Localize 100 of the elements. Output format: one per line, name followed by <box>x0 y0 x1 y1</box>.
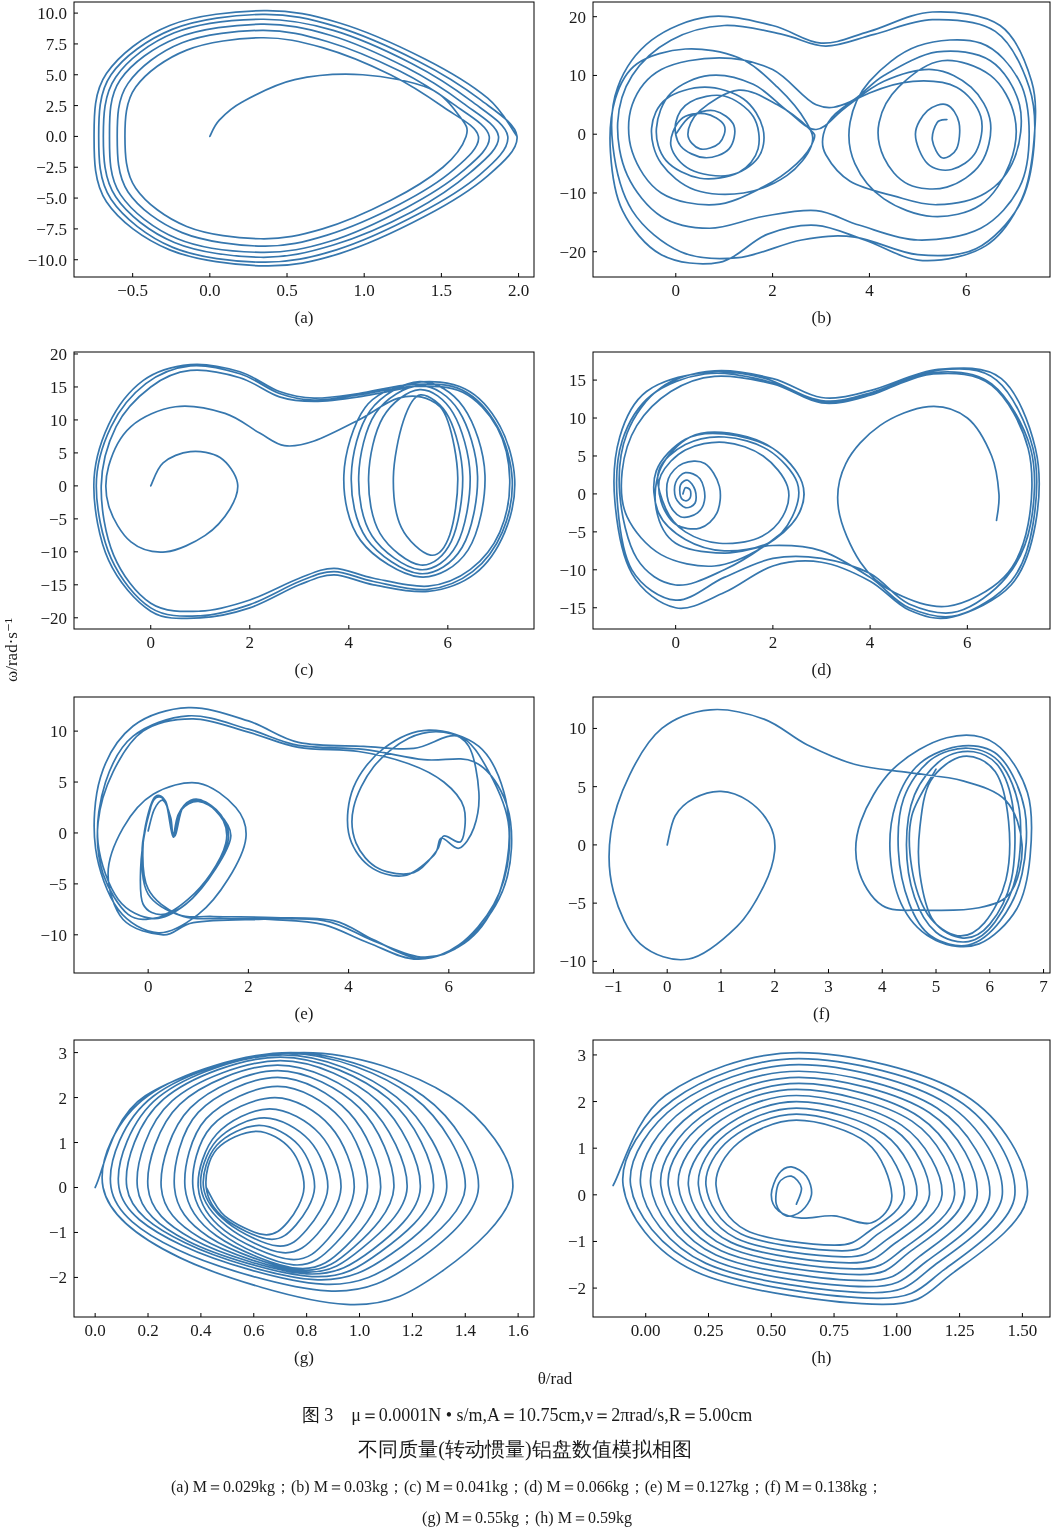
x-tick-label: 7 <box>1039 977 1049 996</box>
y-tick-label: 10 <box>569 719 586 739</box>
x-tick-label: 6 <box>443 633 453 652</box>
x-tick-label: 0 <box>671 633 680 652</box>
x-tick-label: 1.0 <box>353 281 375 300</box>
y-tick-label: 0 <box>58 1178 67 1198</box>
x-axis-title: (b) <box>811 308 832 327</box>
y-tick-label: 10 <box>569 409 586 429</box>
x-tick-label: 1.25 <box>944 1321 975 1340</box>
x-axis-title: (g) <box>294 1348 314 1367</box>
y-tick-label: 10.0 <box>37 4 67 24</box>
x-tick-label: 6 <box>962 281 971 300</box>
text: ω/rad·s⁻¹ <box>2 618 21 682</box>
x-tick-label: 0.6 <box>243 1321 265 1340</box>
x-tick-label: 1.0 <box>348 1321 371 1340</box>
text: (a) M＝0.029kg；(b) M＝0.03kg；(c) M＝0.041kg；(d) M＝0.066kg；(e) M＝0.127kg；(f) M＝0.138kg； <box>171 1478 883 1496</box>
y-tick-label: 10 <box>50 722 67 742</box>
y-tick-label: 1 <box>58 1133 67 1153</box>
x-tick-label: 0.0 <box>84 1321 106 1340</box>
y-tick-label: −5 <box>48 874 67 894</box>
y-tick-label: −2 <box>48 1268 67 1288</box>
x-tick-label: 5 <box>931 977 941 996</box>
x-tick-label: 4 <box>878 977 887 996</box>
y-tick-label: −1 <box>48 1223 67 1243</box>
x-tick-label: 0.25 <box>693 1321 724 1340</box>
y-tick-label: −10 <box>559 560 586 580</box>
y-tick-label: −2.5 <box>36 158 67 178</box>
line-series <box>94 1051 514 1306</box>
line-series <box>612 1051 1029 1306</box>
y-tick-label: −5 <box>567 522 586 542</box>
x-axis-title: (e) <box>294 1004 314 1023</box>
y-tick-label: −15 <box>559 598 586 618</box>
y-tick-label: −5 <box>48 509 67 529</box>
x-tick-label: 1.2 <box>401 1321 424 1340</box>
x-tick-label: 4 <box>865 633 875 652</box>
x-tick-label: 6 <box>963 633 972 652</box>
y-tick-label: 5 <box>577 777 586 797</box>
x-axis-title: (h) <box>811 1348 832 1367</box>
x-tick-label: 2 <box>768 281 777 300</box>
y-tick-label: 2 <box>58 1088 67 1108</box>
x-tick-label: 1.00 <box>881 1321 912 1340</box>
y-tick-label: 0.0 <box>45 127 67 147</box>
line-series <box>93 9 518 267</box>
y-tick-label: −2 <box>567 1279 586 1299</box>
x-tick-label: 2 <box>768 633 778 652</box>
x-tick-label: 2 <box>245 633 255 652</box>
x-tick-label: 0.50 <box>756 1321 787 1340</box>
x-tick-label: 0.4 <box>190 1321 213 1340</box>
y-tick-label: 1 <box>577 1139 586 1159</box>
x-tick-label: 0 <box>671 281 681 300</box>
x-tick-label: 0 <box>146 633 155 652</box>
x-tick-label: 1.50 <box>1007 1321 1038 1340</box>
y-tick-label: −7.5 <box>36 219 67 239</box>
y-tick-label: −5.0 <box>36 189 67 209</box>
x-tick-label: 0.2 <box>137 1321 159 1340</box>
y-tick-label: 5 <box>58 773 67 793</box>
y-tick-label: 15 <box>569 371 586 391</box>
y-tick-label: 3 <box>577 1045 586 1065</box>
y-tick-label: −10 <box>40 925 67 945</box>
x-tick-label: 2.0 <box>507 281 530 300</box>
y-tick-label: 0 <box>577 835 586 855</box>
text: (g) M＝0.55kg；(h) M＝0.59kg <box>422 1509 632 1527</box>
x-tick-label: 0 <box>143 977 153 996</box>
y-tick-label: −10 <box>559 183 586 203</box>
x-tick-label: 6 <box>985 977 995 996</box>
x-tick-label: 4 <box>344 633 354 652</box>
x-tick-label: 1.4 <box>454 1321 477 1340</box>
y-tick-label: −10 <box>40 542 67 562</box>
y-tick-label: 2 <box>577 1092 586 1112</box>
y-tick-label: −20 <box>40 608 67 628</box>
x-axis-title: (f) <box>813 1004 830 1023</box>
x-tick-label: 2 <box>770 977 779 996</box>
y-tick-label: 5 <box>58 443 67 463</box>
x-tick-label: 1.5 <box>430 281 453 300</box>
text: 图 3 μ＝0.0001N • s/m,A＝10.75cm,ν＝2πrad/s,R＝5.00cm <box>301 1405 753 1425</box>
x-tick-label: 2 <box>244 977 253 996</box>
x-axis-title: (d) <box>811 660 832 679</box>
y-tick-label: 15 <box>50 377 67 397</box>
x-tick-label: −1 <box>604 977 623 996</box>
x-tick-label: 1.6 <box>507 1321 529 1340</box>
line-series <box>609 11 1036 264</box>
x-tick-label: 0.0 <box>199 281 221 300</box>
x-tick-label: 4 <box>344 977 354 996</box>
y-tick-label: −15 <box>40 575 67 595</box>
line-series <box>92 363 516 620</box>
y-tick-label: 0 <box>577 484 586 504</box>
y-tick-label: −1 <box>567 1232 586 1252</box>
x-tick-label: 3 <box>824 977 833 996</box>
y-tick-label: 3 <box>58 1043 67 1063</box>
y-tick-label: −10.0 <box>27 250 67 270</box>
line-series <box>93 706 513 961</box>
text: 不同质量(转动惯量)铝盘数值模拟相图 <box>358 1438 692 1461</box>
x-tick-label: 6 <box>444 977 454 996</box>
x-tick-label: −0.5 <box>117 281 149 300</box>
y-tick-label: 5 <box>577 446 586 466</box>
y-tick-label: −20 <box>559 242 586 262</box>
x-axis-title: (a) <box>294 308 314 327</box>
y-tick-label: −5 <box>567 894 586 914</box>
y-tick-label: −10 <box>559 952 586 972</box>
y-tick-label: 20 <box>50 344 67 364</box>
